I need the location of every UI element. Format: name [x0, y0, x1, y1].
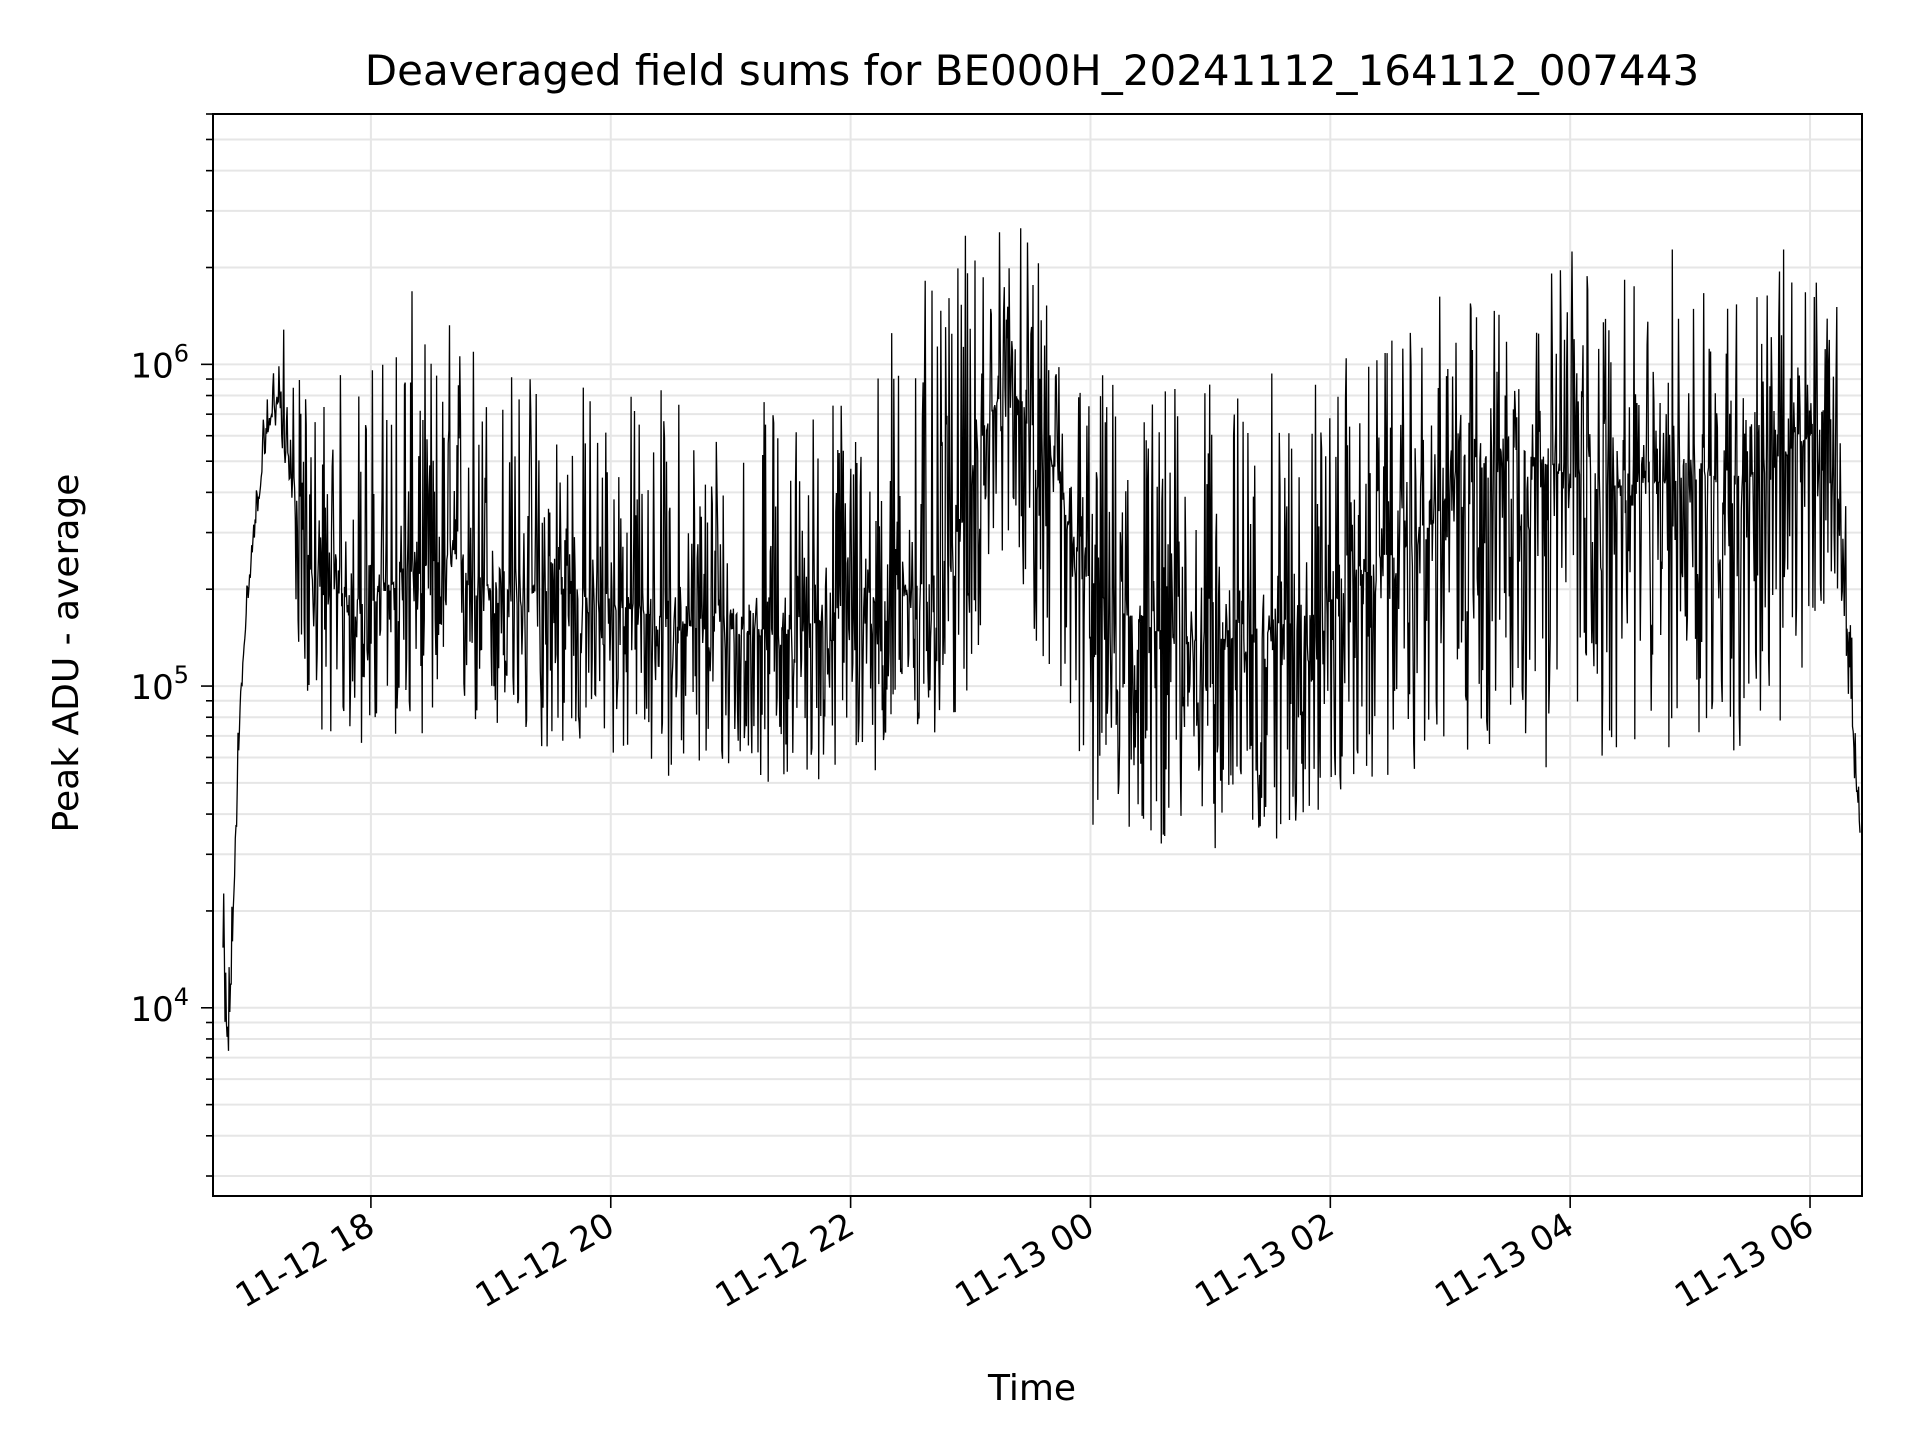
- y-tick-label: 105: [130, 661, 189, 708]
- series-layer: [222, 228, 1861, 1051]
- y-tick-base: 10: [130, 990, 173, 1030]
- x-axis-title: Time: [987, 1368, 1076, 1409]
- y-tick-exponent: 6: [174, 339, 189, 367]
- y-tick-exponent: 5: [174, 661, 189, 689]
- y-tick-base: 10: [130, 668, 173, 708]
- chart-title: Deaveraged field sums for BE000H_2024111…: [365, 46, 1699, 95]
- y-tick-label: 104: [130, 983, 189, 1030]
- series-line: [222, 228, 1861, 1051]
- y-tick-label: 106: [130, 339, 189, 386]
- plot-frame: [212, 113, 1863, 1197]
- y-tick-exponent: 4: [174, 983, 189, 1011]
- y-axis-title: Peak ADU - average: [46, 474, 87, 833]
- y-tick-base: 10: [130, 346, 173, 386]
